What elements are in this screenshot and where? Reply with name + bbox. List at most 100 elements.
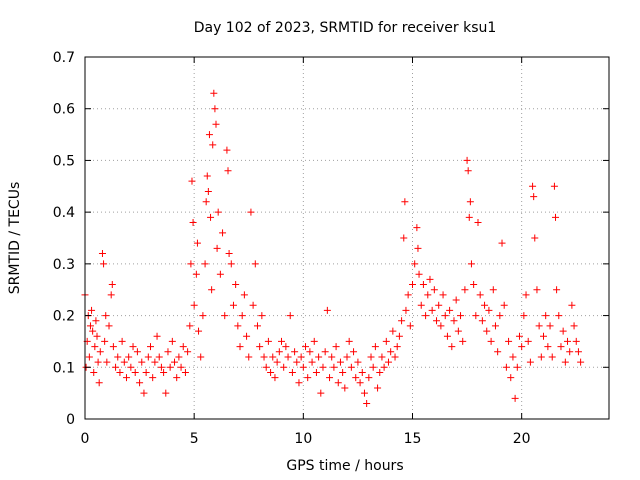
- data-point: [524, 337, 532, 345]
- data-point: [553, 286, 561, 294]
- data-point: [89, 327, 97, 335]
- data-point: [489, 286, 497, 294]
- data-point: [402, 306, 410, 314]
- data-point: [572, 337, 580, 345]
- data-point: [188, 177, 196, 185]
- data-point: [219, 229, 227, 237]
- data-point: [192, 270, 200, 278]
- data-point: [466, 198, 474, 206]
- data-point: [189, 218, 197, 226]
- data-point: [116, 368, 124, 376]
- data-point: [559, 327, 567, 335]
- data-point: [308, 358, 316, 366]
- data-point: [566, 348, 574, 356]
- data-point: [332, 343, 340, 351]
- data-point: [395, 332, 403, 340]
- x-tick-label: 5: [190, 431, 199, 447]
- data-point: [199, 312, 207, 320]
- data-point: [530, 193, 538, 201]
- data-point: [304, 374, 312, 382]
- data-point: [550, 182, 558, 190]
- data-point: [369, 363, 377, 371]
- data-point: [424, 291, 432, 299]
- data-point: [363, 399, 371, 407]
- data-point: [181, 368, 189, 376]
- data-point: [422, 312, 430, 320]
- data-point: [273, 358, 281, 366]
- axis-ticks: 0 0.1 0.2 0.3 0.4 0.5 0.6 0.7 0 5 10 15 20: [53, 50, 609, 447]
- data-point: [166, 363, 174, 371]
- data-point: [515, 332, 523, 340]
- data-point: [452, 296, 460, 304]
- data-point: [365, 374, 373, 382]
- data-point: [461, 286, 469, 294]
- data-point: [88, 306, 96, 314]
- data-point: [321, 348, 329, 356]
- data-point: [339, 368, 347, 376]
- data-point: [533, 286, 541, 294]
- data-point: [354, 358, 362, 366]
- data-point: [502, 363, 510, 371]
- data-point: [151, 358, 159, 366]
- data-point: [391, 353, 399, 361]
- data-point: [245, 353, 253, 361]
- data-point: [358, 368, 366, 376]
- data-point: [98, 250, 106, 258]
- data-point: [205, 131, 213, 139]
- data-point: [262, 363, 270, 371]
- data-point: [552, 213, 560, 221]
- data-point: [297, 353, 305, 361]
- data-point: [256, 343, 264, 351]
- data-point: [112, 363, 120, 371]
- data-point: [413, 224, 421, 232]
- data-point: [221, 312, 229, 320]
- data-point: [288, 368, 296, 376]
- data-point: [251, 260, 259, 268]
- data-point: [404, 291, 412, 299]
- data-point: [319, 363, 327, 371]
- data-point: [173, 374, 181, 382]
- data-point: [207, 213, 215, 221]
- y-tick-label: 0.1: [53, 360, 75, 376]
- data-point: [92, 317, 100, 325]
- data-point: [227, 260, 235, 268]
- data-point: [476, 291, 484, 299]
- data-point: [184, 348, 192, 356]
- data-point: [478, 317, 486, 325]
- data-point: [465, 213, 473, 221]
- data-point: [171, 358, 179, 366]
- data-point: [529, 182, 537, 190]
- data-point: [518, 343, 526, 351]
- data-point: [86, 322, 94, 330]
- data-point: [542, 312, 550, 320]
- x-tick-label: 10: [294, 431, 312, 447]
- data-point: [131, 368, 139, 376]
- data-point: [347, 363, 355, 371]
- data-point: [371, 343, 379, 351]
- data-point: [208, 286, 216, 294]
- y-axis-label: SRMTID / TECUs: [7, 182, 23, 295]
- data-point: [546, 322, 554, 330]
- data-point: [564, 337, 572, 345]
- data-point: [238, 312, 246, 320]
- data-point: [114, 353, 122, 361]
- data-point: [95, 379, 103, 387]
- data-point: [367, 353, 375, 361]
- data-point: [138, 358, 146, 366]
- data-point: [568, 301, 576, 309]
- data-point: [204, 187, 212, 195]
- data-point: [491, 322, 499, 330]
- data-point: [409, 281, 416, 289]
- data-point: [548, 353, 556, 361]
- data-point: [557, 343, 565, 351]
- data-point: [160, 368, 168, 376]
- data-point: [195, 327, 203, 335]
- data-point: [415, 270, 423, 278]
- data-point: [94, 358, 102, 366]
- data-point: [101, 337, 109, 345]
- data-point: [433, 317, 441, 325]
- data-point: [509, 353, 517, 361]
- data-point: [147, 343, 154, 351]
- data-point: [345, 337, 353, 345]
- data-point: [384, 358, 392, 366]
